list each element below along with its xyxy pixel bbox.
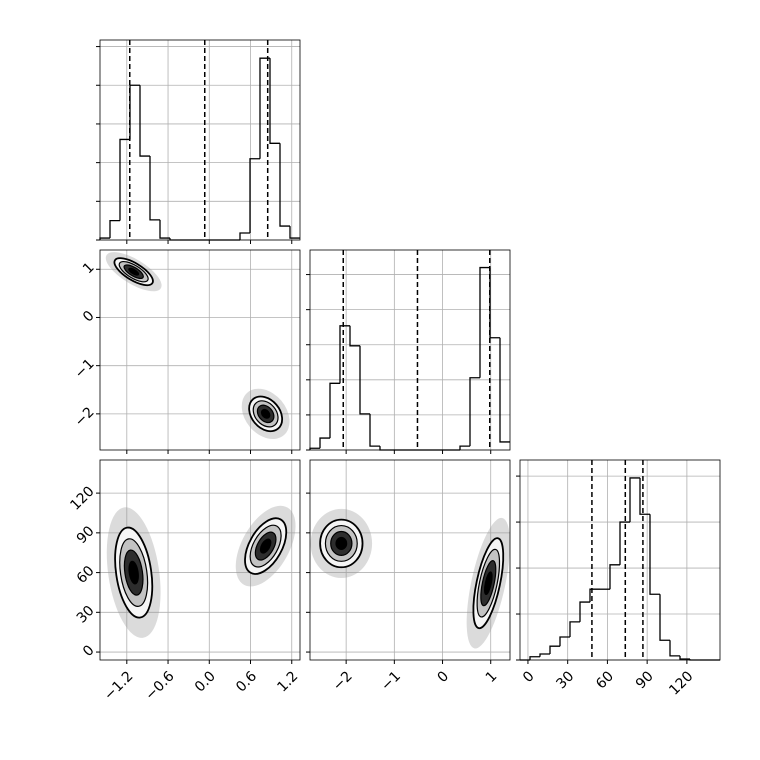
histogram-step (679, 655, 690, 660)
histogram-step (279, 143, 290, 227)
histogram-step (379, 446, 390, 451)
histogram-step (239, 232, 250, 240)
histogram-step (329, 382, 340, 439)
density-cluster (466, 517, 510, 649)
y-tick-label: 60 (74, 563, 98, 587)
histogram-step (269, 58, 280, 144)
histogram-step (659, 594, 670, 641)
histogram-step (529, 656, 540, 660)
panel-frame (519, 459, 721, 661)
x-tick-label: 1.2 (274, 668, 301, 695)
panel-frame (99, 249, 301, 451)
x-tick-label: −0.6 (142, 668, 177, 703)
y-tick-label: −1 (72, 356, 98, 382)
density-cluster (106, 507, 161, 638)
histogram-step (289, 226, 300, 239)
density-cluster (241, 388, 290, 440)
x-tick-label: 0 (435, 668, 453, 686)
panel-frame (309, 249, 511, 451)
histogram-step (559, 636, 570, 647)
density-cluster (235, 505, 296, 587)
histogram-step (249, 158, 260, 234)
y-tick-label: 30 (74, 603, 98, 627)
density-cluster (105, 252, 162, 292)
histogram-step (319, 437, 330, 449)
histogram-step (499, 337, 510, 443)
x-tick-label: 0.0 (192, 668, 219, 695)
y-tick-label: 0 (80, 308, 98, 326)
histogram-step (109, 220, 120, 239)
histogram-step (639, 477, 650, 515)
y-tick-label: 90 (74, 523, 98, 547)
histogram-step (259, 57, 270, 159)
contour (335, 536, 348, 551)
y-tick-label: 0 (80, 642, 98, 660)
x-tick-label: 0 (520, 668, 538, 686)
x-tick-label: −1.2 (101, 668, 136, 703)
x-tick-label: 120 (666, 668, 696, 698)
histogram-step (669, 640, 680, 657)
histogram-step (469, 377, 480, 447)
x-tick-label: 1 (483, 668, 501, 686)
histogram-step (549, 645, 560, 655)
histogram-step (359, 345, 370, 415)
y-tick-label: 1 (80, 260, 98, 278)
histogram-step (569, 621, 580, 638)
histogram-step (579, 601, 590, 622)
histogram-step (459, 445, 470, 450)
histogram-step (619, 521, 630, 565)
contour (128, 560, 139, 585)
histogram-step (629, 477, 640, 523)
x-tick-label: −2 (330, 668, 356, 694)
y-tick-label: 120 (67, 483, 97, 513)
contour (128, 267, 140, 276)
histogram-step (149, 156, 160, 221)
panel-frame (309, 459, 511, 661)
y-tick-label: −2 (72, 404, 98, 430)
histogram-step (479, 266, 490, 378)
histogram-step (609, 564, 620, 590)
histogram-step (489, 267, 500, 339)
histogram-step (119, 138, 130, 221)
contour (259, 538, 272, 554)
panel-frame (99, 459, 301, 661)
x-tick-label: 0.6 (233, 668, 260, 695)
histogram-step (369, 413, 380, 447)
histogram-step (649, 514, 660, 595)
x-tick-label: 30 (553, 668, 577, 692)
histogram-step (129, 84, 140, 140)
x-tick-label: 60 (593, 668, 617, 692)
histogram-step (589, 588, 600, 603)
histogram-step (159, 219, 170, 239)
density-cluster (310, 508, 373, 579)
histogram-step (539, 653, 550, 657)
histogram-step (339, 325, 350, 384)
panel-frame (99, 39, 301, 241)
x-tick-label: 90 (633, 668, 657, 692)
histogram-step (349, 325, 360, 347)
x-tick-label: −1 (378, 668, 404, 694)
histogram-step (139, 85, 150, 157)
